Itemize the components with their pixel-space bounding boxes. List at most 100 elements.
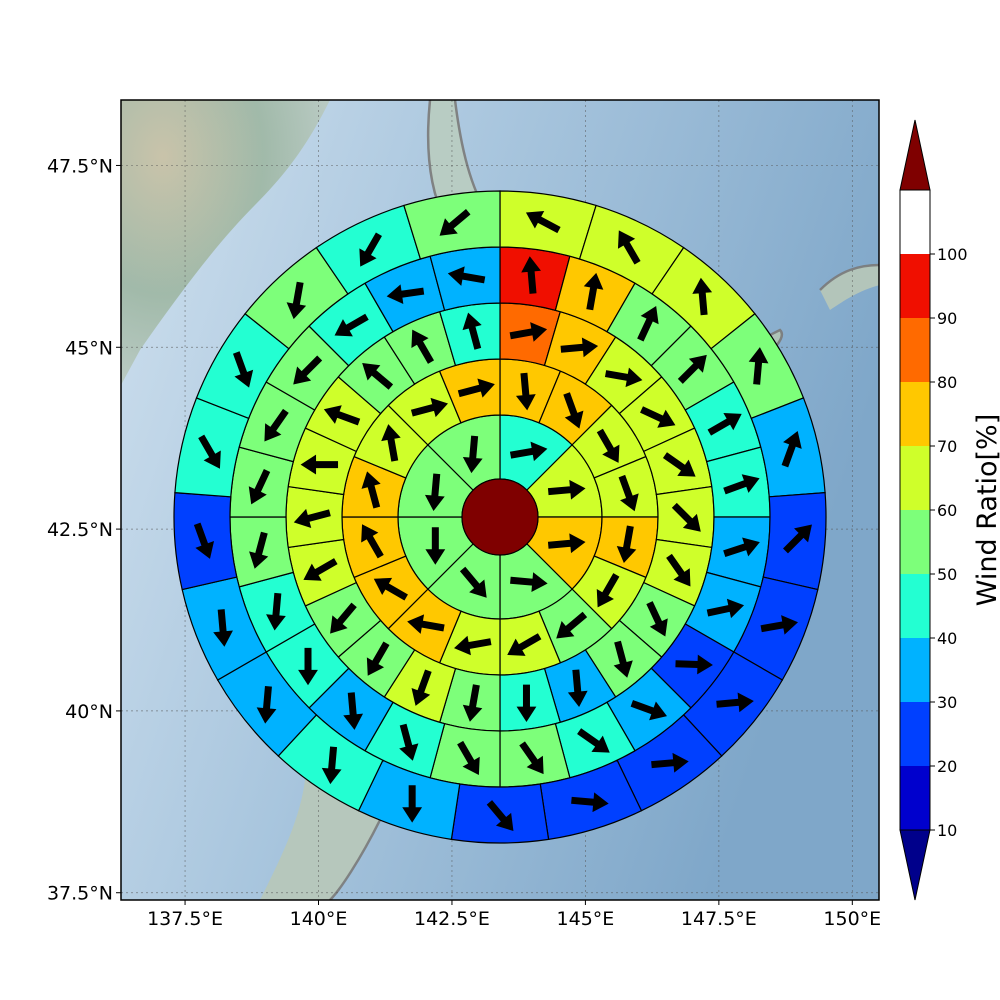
- wind-arrow: [616, 525, 637, 563]
- wind-arrow: [366, 641, 390, 676]
- colorbar-tick-label: 20: [937, 757, 957, 776]
- colorbar-tick-label: 80: [937, 373, 957, 392]
- colorbar-band: [900, 638, 930, 702]
- colorbar-tick-label: 40: [937, 629, 957, 648]
- colorbar-band: [900, 574, 930, 638]
- colorbar-band: [900, 254, 930, 318]
- colorbar-tick-label: 50: [937, 565, 957, 584]
- wind-arrow: [583, 272, 604, 311]
- wind-arrow: [646, 601, 668, 637]
- wind-arrow: [424, 473, 445, 512]
- wind-arrow: [266, 592, 286, 631]
- colorbar-band: [900, 382, 930, 446]
- wind-arrow: [462, 312, 482, 350]
- wind-arrow: [556, 611, 588, 639]
- wind-arrow: [509, 322, 548, 342]
- wind-arrow: [361, 524, 384, 559]
- wind-arrow: [507, 633, 542, 656]
- wind-arrow: [547, 479, 586, 500]
- wind-arrow: [596, 573, 620, 608]
- wind-arrow: [293, 508, 331, 529]
- wind-arrow: [577, 728, 610, 753]
- wind-arrow: [521, 256, 541, 294]
- wind-arrow: [300, 454, 339, 475]
- wind-arrow: [617, 230, 641, 265]
- wind-arrow: [662, 452, 696, 477]
- colorbar-extend-max: [899, 119, 931, 191]
- wind-arrow: [509, 441, 548, 462]
- wind-arrow: [630, 700, 667, 721]
- sector-cells: [173, 190, 827, 844]
- wind-arrow: [618, 474, 639, 512]
- wind-arrow: [330, 602, 357, 634]
- wind-arrow: [362, 362, 394, 390]
- wind-arrow: [361, 471, 381, 509]
- wind-arrow: [411, 329, 435, 364]
- wind-arrow: [571, 792, 609, 813]
- wind-arrow: [248, 468, 271, 505]
- wind-arrow: [264, 408, 289, 442]
- wind-arrow: [716, 692, 754, 713]
- wind-arrow: [334, 313, 369, 337]
- center-cell: [461, 478, 539, 556]
- colorbar-band: [900, 766, 930, 830]
- wind-arrow: [515, 372, 536, 411]
- wind-arrow: [457, 740, 480, 776]
- wind-arrow: [613, 640, 633, 678]
- map-frame: [120, 99, 880, 901]
- wind-arrow: [675, 654, 713, 675]
- wind-arrow: [666, 553, 691, 587]
- wind-arrow: [373, 577, 408, 601]
- wind-arrow: [596, 428, 620, 463]
- wind-arrow: [459, 566, 487, 598]
- colorbar-extend-min: [899, 829, 931, 901]
- wind-arrow: [783, 524, 812, 554]
- colorbar-tick-label: 100: [937, 245, 968, 264]
- wind-arrow: [748, 347, 769, 385]
- y-tick-label: 47.5°N: [47, 155, 113, 177]
- wind-arrow: [286, 281, 307, 320]
- wind-arrow: [677, 354, 707, 384]
- wind-arrow: [563, 392, 584, 429]
- wind-arrow: [510, 572, 548, 593]
- y-axis-ticks: 47.5°N 45°N 42.5°N 40°N 37.5°N: [47, 155, 121, 905]
- x-tick-label: 150°E: [823, 908, 881, 930]
- x-tick-label: 142.5°E: [414, 908, 490, 930]
- y-tick-label: 37.5°N: [47, 883, 113, 905]
- wind-arrow: [343, 692, 364, 730]
- wind-arrow: [781, 431, 802, 468]
- wind-arrow: [462, 435, 483, 474]
- wind-arrow: [399, 723, 419, 761]
- wind-arrow: [454, 635, 492, 656]
- wind-arrow: [359, 232, 382, 267]
- y-tick-label: 45°N: [65, 337, 113, 359]
- wind-arrow: [692, 277, 713, 316]
- colorbar-band: [900, 446, 930, 510]
- wind-arrow: [462, 684, 483, 722]
- wind-arrow: [447, 266, 486, 286]
- wind-arrow: [193, 522, 215, 559]
- wind-arrow: [516, 684, 537, 723]
- colorbar-label: Wind Ratio[%]: [972, 414, 1000, 606]
- colorbar-band: [900, 702, 930, 766]
- wind-arrow: [381, 424, 401, 462]
- wind-arrow: [707, 413, 742, 436]
- wind-arrow: [640, 406, 676, 428]
- wind-arrow: [402, 785, 423, 823]
- wind-arrow: [706, 598, 745, 619]
- wind-arrow: [410, 397, 448, 418]
- colorbar-tick-label: 90: [937, 309, 957, 328]
- wind-arrow: [198, 434, 221, 469]
- wind-arrow: [723, 474, 760, 495]
- wind-arrow: [457, 378, 495, 398]
- wind-arrow: [547, 533, 586, 554]
- wind-arrow: [213, 609, 233, 647]
- x-tick-label: 140°E: [290, 908, 348, 930]
- wind-arrow: [256, 686, 277, 724]
- x-tick-label: 147.5°E: [681, 908, 757, 930]
- colorbar-tick-label: 70: [937, 437, 957, 456]
- colorbar: 10 20 30 40 50 60 70 80 90 100: [899, 119, 968, 901]
- wind-arrows: [193, 209, 812, 832]
- wind-arrow: [760, 615, 799, 635]
- colorbar-band: [900, 318, 930, 382]
